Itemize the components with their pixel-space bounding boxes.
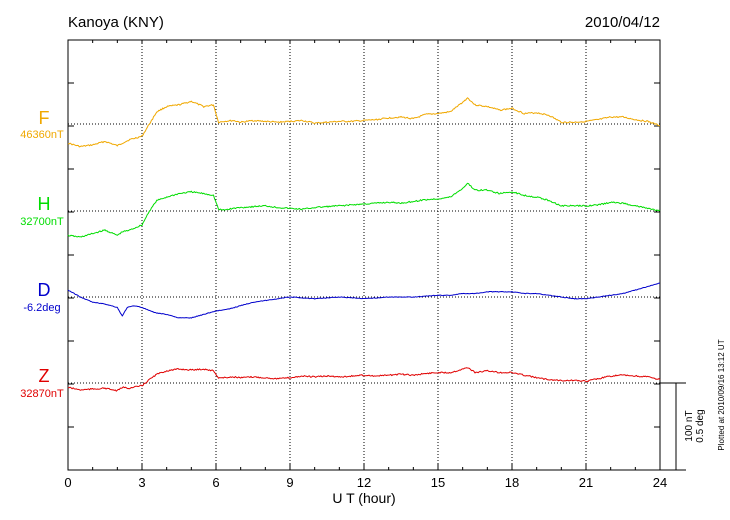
scale-bar-label-nt: 100 nT <box>684 410 695 441</box>
trace-lines <box>67 97 661 392</box>
axis-ticks <box>67 40 661 470</box>
x-tick-label: 24 <box>653 475 667 490</box>
trace-name-z: Z <box>39 366 50 386</box>
scale-bar-label-deg: 0.5 deg <box>695 409 706 442</box>
x-tick-label: 15 <box>431 475 445 490</box>
x-axis-title: U T (hour) <box>332 490 395 506</box>
scale-bar: 100 nT 0.5 deg <box>660 382 706 471</box>
x-tick-label: 6 <box>212 475 219 490</box>
x-tick-label: 3 <box>138 475 145 490</box>
x-tick-labels: 0 3 6 9 12 15 18 21 24 <box>64 475 667 490</box>
x-tick-label: 9 <box>286 475 293 490</box>
plot-date: 2010/04/12 <box>585 14 660 31</box>
trace-z <box>67 367 661 392</box>
plotted-at-note: Plotted at 2010/09/16 13:12 UT <box>717 339 726 450</box>
trace-h <box>67 182 661 238</box>
trace-d <box>67 282 660 319</box>
trace-f <box>67 97 660 148</box>
x-tick-label: 21 <box>579 475 593 490</box>
grid-lines <box>68 40 660 470</box>
trace-baseline-value-z: 32870nT <box>20 388 64 400</box>
trace-baseline-value-f: 46360nT <box>20 129 64 141</box>
x-tick-label: 12 <box>357 475 371 490</box>
x-tick-label: 18 <box>505 475 519 490</box>
trace-name-h: H <box>38 194 51 214</box>
x-tick-label: 0 <box>64 475 71 490</box>
trace-name-d: D <box>38 280 51 300</box>
trace-name-f: F <box>39 108 50 128</box>
trace-baseline-value-d: -6.2deg <box>23 302 60 314</box>
trace-baseline-value-h: 32700nT <box>20 216 64 228</box>
plot-frame <box>67 39 661 471</box>
station-title: Kanoya (KNY) <box>68 14 164 31</box>
